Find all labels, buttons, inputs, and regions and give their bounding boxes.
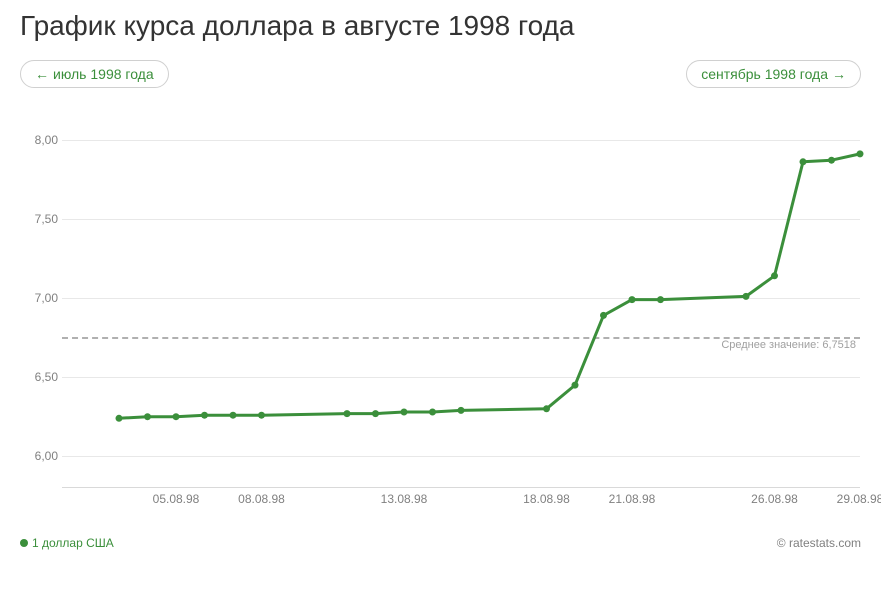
page-title: График курса доллара в августе 1998 года bbox=[20, 10, 861, 42]
series-marker bbox=[857, 150, 864, 157]
plot-area: Среднее значение: 6,7518 bbox=[62, 108, 860, 488]
arrow-right-icon: → bbox=[832, 66, 846, 82]
series-marker bbox=[657, 296, 664, 303]
x-axis: 05.08.98 08.08.98 13.08.98 18.08.98 21.08.98… bbox=[62, 488, 860, 528]
series-marker bbox=[743, 293, 750, 300]
series-marker bbox=[144, 413, 151, 420]
series-marker bbox=[629, 296, 636, 303]
series-marker bbox=[230, 412, 237, 419]
legend: 1 доллар США bbox=[20, 536, 114, 550]
chart: 6,00 6,50 7,00 7,50 8,00 Среднее значение: 6… bbox=[20, 108, 860, 528]
prev-month-label: июль 1998 года bbox=[53, 66, 154, 82]
source-label: © ratestats.com bbox=[777, 536, 861, 550]
legend-label: 1 доллар США bbox=[32, 536, 114, 550]
next-month-button[interactable]: сентябрь 1998 года → bbox=[686, 60, 861, 88]
x-tick-label: 18.08.98 bbox=[523, 492, 570, 506]
x-tick-label: 26.08.98 bbox=[751, 492, 798, 506]
chart-footer: 1 доллар США © ratestats.com bbox=[20, 536, 861, 550]
series-marker bbox=[116, 415, 123, 422]
next-month-label: сентябрь 1998 года bbox=[701, 66, 828, 82]
x-tick-label: 29.08.98 bbox=[837, 492, 881, 506]
series-marker bbox=[771, 272, 778, 279]
y-tick-label: 7,00 bbox=[35, 291, 58, 305]
series-marker bbox=[401, 409, 408, 416]
prev-month-button[interactable]: ← июль 1998 года bbox=[20, 60, 169, 88]
y-axis: 6,00 6,50 7,00 7,50 8,00 bbox=[20, 108, 62, 528]
month-nav: ← июль 1998 года сентябрь 1998 года → bbox=[20, 60, 861, 88]
series-marker bbox=[800, 158, 807, 165]
series-marker bbox=[201, 412, 208, 419]
series-marker bbox=[372, 410, 379, 417]
y-tick-label: 6,50 bbox=[35, 370, 58, 384]
series-marker bbox=[458, 407, 465, 414]
series-line bbox=[119, 154, 860, 418]
series-marker bbox=[828, 157, 835, 164]
series-marker bbox=[572, 382, 579, 389]
series-marker bbox=[429, 409, 436, 416]
series-marker bbox=[173, 413, 180, 420]
series-marker bbox=[258, 412, 265, 419]
series-marker bbox=[600, 312, 607, 319]
line-series bbox=[62, 108, 860, 487]
x-tick-label: 13.08.98 bbox=[381, 492, 428, 506]
series-marker bbox=[543, 405, 550, 412]
x-tick-label: 05.08.98 bbox=[153, 492, 200, 506]
y-tick-label: 8,00 bbox=[35, 133, 58, 147]
y-tick-label: 7,50 bbox=[35, 212, 58, 226]
y-tick-label: 6,00 bbox=[35, 449, 58, 463]
arrow-left-icon: ← bbox=[35, 66, 49, 82]
legend-dot-icon bbox=[20, 539, 28, 547]
x-tick-label: 08.08.98 bbox=[238, 492, 285, 506]
x-tick-label: 21.08.98 bbox=[609, 492, 656, 506]
series-marker bbox=[344, 410, 351, 417]
